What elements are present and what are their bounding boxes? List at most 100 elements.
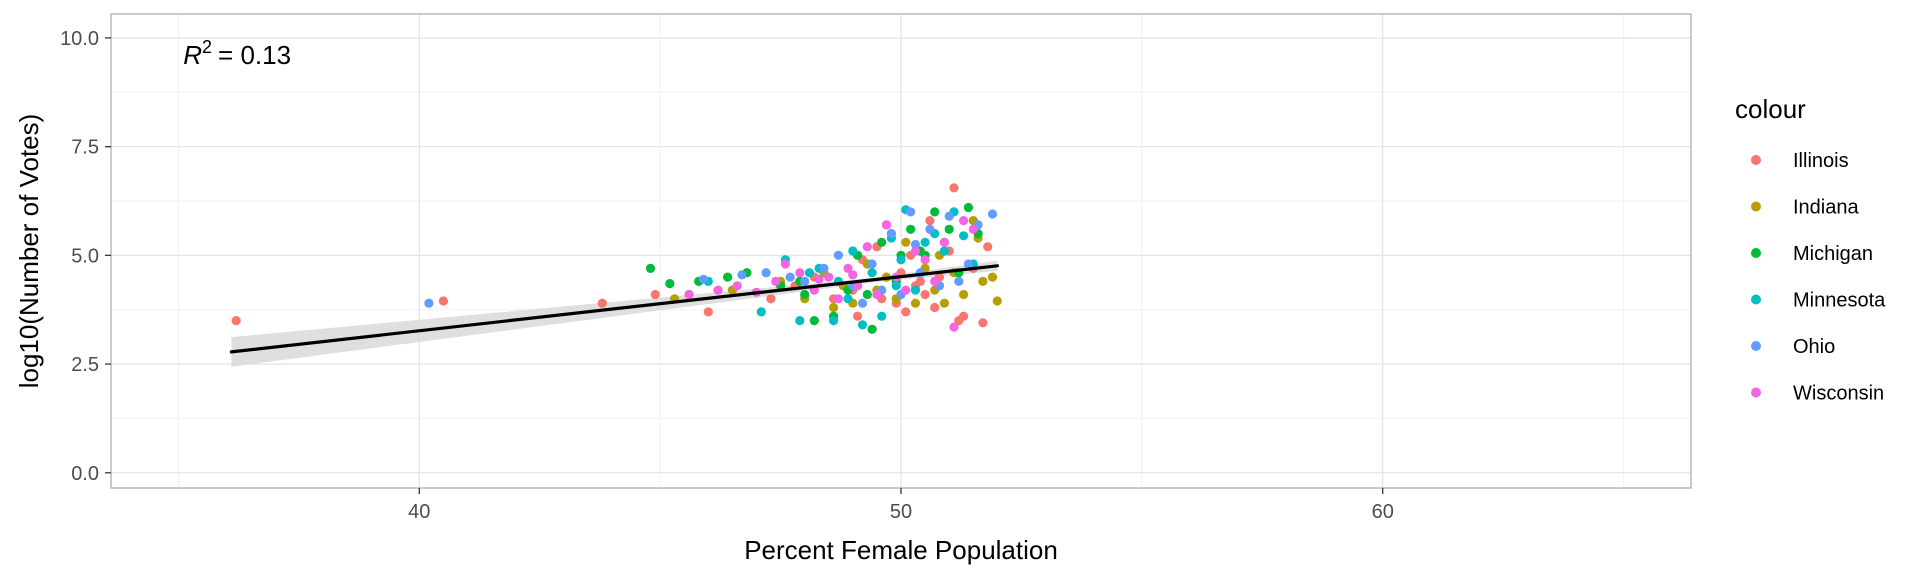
point-illinois bbox=[949, 183, 959, 193]
legend-label-minnesota: Minnesota bbox=[1793, 290, 1886, 312]
point-illinois bbox=[978, 318, 988, 328]
point-illinois bbox=[920, 289, 930, 300]
y-axis-title: log10(Number of Votes) bbox=[14, 114, 44, 389]
point-ohio bbox=[910, 239, 921, 250]
legend-key-wisconsin bbox=[1751, 387, 1761, 398]
point-wisconsin bbox=[795, 268, 805, 278]
point-ohio bbox=[944, 211, 954, 221]
point-minnesota bbox=[756, 307, 766, 317]
y-tick-label: 2.5 bbox=[71, 354, 99, 376]
y-tick-label: 7.5 bbox=[71, 137, 99, 159]
point-ohio bbox=[987, 209, 998, 219]
r-squared-value: = 0.13 bbox=[218, 40, 291, 70]
legend-key-michigan bbox=[1751, 248, 1761, 258]
point-wisconsin bbox=[824, 272, 834, 282]
point-michigan bbox=[877, 237, 887, 247]
point-wisconsin bbox=[780, 259, 791, 269]
point-minnesota bbox=[939, 246, 950, 256]
point-wisconsin bbox=[853, 281, 863, 291]
legend-key-minnesota bbox=[1751, 294, 1761, 305]
point-michigan bbox=[800, 289, 810, 300]
point-illinois bbox=[650, 289, 660, 300]
point-ohio bbox=[906, 207, 916, 217]
legend-label-wisconsin: Wisconsin bbox=[1793, 383, 1884, 405]
point-minnesota bbox=[867, 268, 877, 278]
point-wisconsin bbox=[901, 285, 911, 295]
x-tick-label: 60 bbox=[1372, 501, 1394, 523]
point-minnesota bbox=[843, 294, 853, 304]
y-tick-label: 5.0 bbox=[71, 245, 99, 267]
legend-label-illinois: Illinois bbox=[1793, 150, 1849, 172]
point-michigan bbox=[723, 272, 733, 282]
point-ohio bbox=[833, 250, 844, 260]
point-ohio bbox=[698, 274, 709, 284]
r-squared-annotation: R2 = 0.13 bbox=[183, 37, 291, 70]
legend-label-indiana: Indiana bbox=[1793, 197, 1859, 219]
point-wisconsin bbox=[843, 263, 853, 273]
point-illinois bbox=[438, 296, 448, 306]
point-wisconsin bbox=[771, 276, 781, 286]
point-ohio bbox=[954, 276, 964, 286]
x-axis-title: Percent Female Population bbox=[744, 535, 1058, 565]
y-tick-label: 10.0 bbox=[60, 28, 99, 50]
point-illinois bbox=[231, 316, 241, 326]
point-minnesota bbox=[848, 246, 858, 256]
point-wisconsin bbox=[862, 242, 872, 252]
points-layer bbox=[231, 183, 1002, 334]
point-minnesota bbox=[959, 231, 969, 241]
point-indiana bbox=[959, 289, 969, 300]
regression-line bbox=[229, 264, 999, 354]
point-michigan bbox=[809, 316, 819, 326]
r-squared-symbol: R bbox=[183, 40, 202, 70]
point-michigan bbox=[930, 207, 940, 217]
point-wisconsin bbox=[848, 270, 858, 280]
r-squared-exponent: 2 bbox=[202, 37, 212, 57]
point-ohio bbox=[963, 259, 974, 269]
point-michigan bbox=[645, 263, 656, 273]
point-illinois bbox=[703, 307, 713, 317]
point-ohio bbox=[925, 224, 935, 234]
point-wisconsin bbox=[684, 289, 694, 300]
point-minnesota bbox=[857, 320, 868, 330]
point-illinois bbox=[983, 242, 993, 252]
point-wisconsin bbox=[833, 294, 844, 304]
point-illinois bbox=[597, 298, 607, 308]
point-minnesota bbox=[877, 311, 887, 321]
point-ohio bbox=[886, 229, 897, 239]
point-ohio bbox=[737, 270, 747, 280]
point-indiana bbox=[901, 237, 911, 247]
point-michigan bbox=[963, 202, 974, 213]
point-ohio bbox=[761, 268, 771, 278]
point-wisconsin bbox=[939, 237, 950, 247]
point-michigan bbox=[862, 289, 872, 300]
point-wisconsin bbox=[920, 255, 930, 265]
legend: colour Illinois Indiana Michigan Minnesota O… bbox=[1735, 94, 1886, 405]
point-minnesota bbox=[910, 285, 921, 295]
point-illinois bbox=[930, 302, 940, 313]
point-ohio bbox=[424, 298, 434, 308]
point-ohio bbox=[857, 298, 868, 308]
legend-key-ohio bbox=[1751, 341, 1761, 351]
point-michigan bbox=[665, 279, 675, 289]
point-wisconsin bbox=[872, 289, 882, 300]
point-ohio bbox=[819, 263, 829, 273]
point-michigan bbox=[867, 324, 877, 334]
point-indiana bbox=[939, 298, 950, 308]
point-wisconsin bbox=[968, 224, 978, 234]
y-tick-label: 0.0 bbox=[71, 463, 99, 485]
point-wisconsin bbox=[732, 281, 742, 291]
point-minnesota bbox=[896, 255, 906, 265]
point-ohio bbox=[785, 272, 795, 282]
point-illinois bbox=[915, 276, 925, 286]
legend-title: colour bbox=[1735, 94, 1806, 124]
point-minnesota bbox=[804, 268, 815, 278]
x-tick-label: 50 bbox=[890, 501, 912, 523]
point-wisconsin bbox=[814, 274, 824, 284]
point-illinois bbox=[901, 307, 911, 317]
legend-label-ohio: Ohio bbox=[1793, 336, 1835, 358]
point-ohio bbox=[800, 276, 810, 286]
legend-items: Illinois Indiana Michigan Minnesota Ohio Wisc… bbox=[1751, 150, 1886, 405]
point-minnesota bbox=[891, 281, 901, 291]
point-indiana bbox=[987, 272, 998, 282]
point-michigan bbox=[906, 224, 916, 234]
